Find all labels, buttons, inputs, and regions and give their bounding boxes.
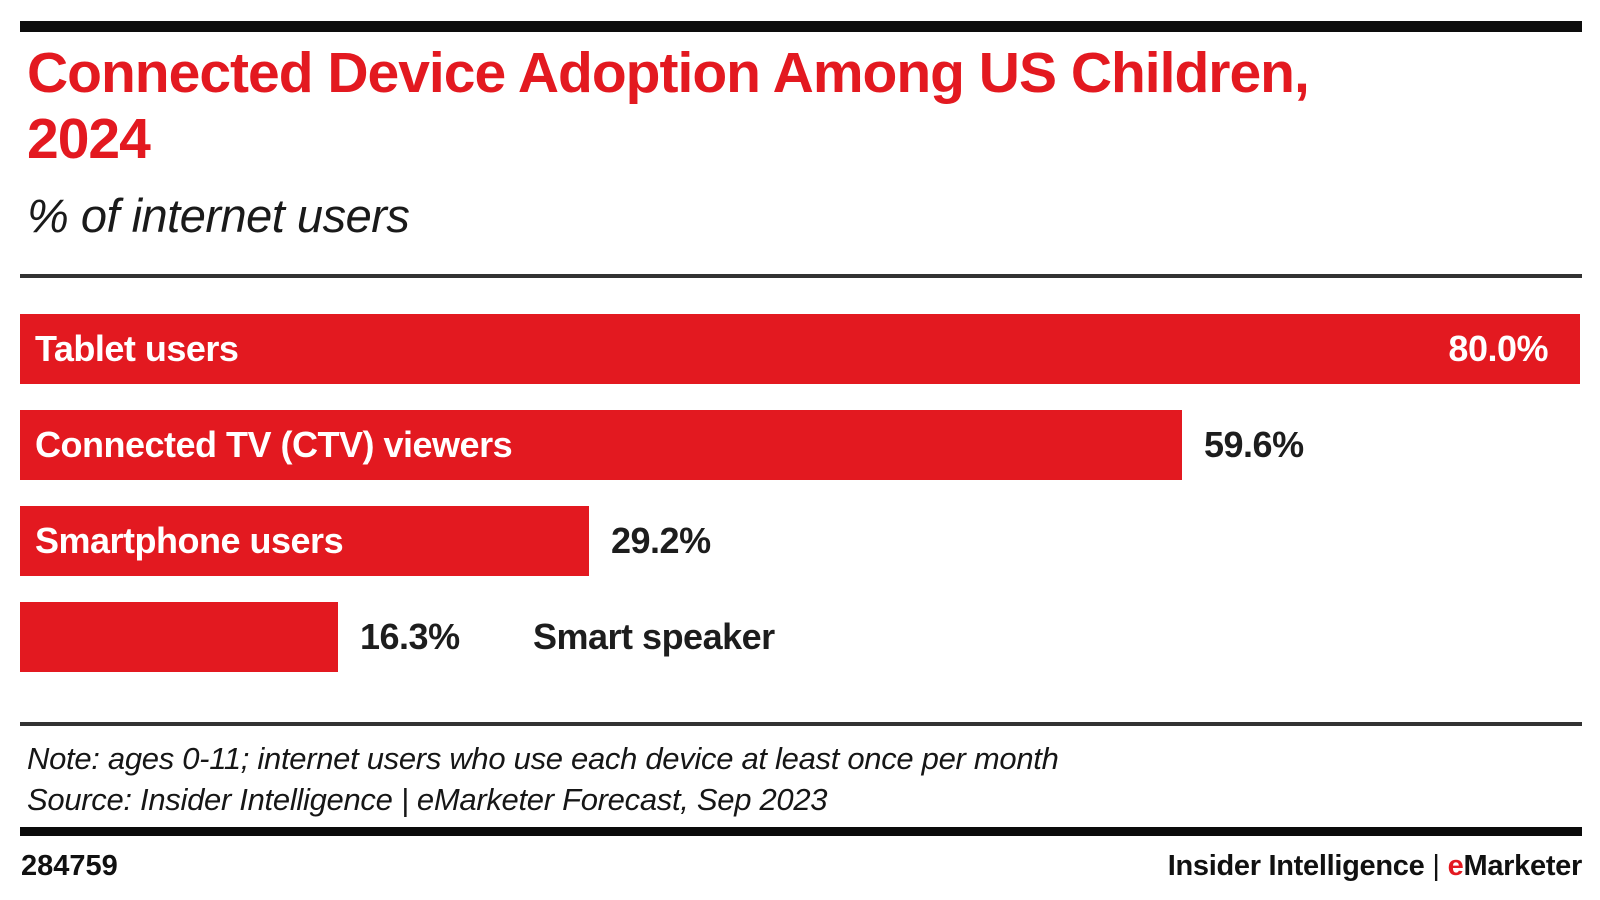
bar-value-smart-speaker: 16.3% [360, 616, 460, 657]
brand-emarketer-e: e [1447, 850, 1464, 882]
bar-chart-area: Tablet users 80.0% Connected TV (CTV) vi… [20, 314, 1580, 698]
chart-title-line2: 2024 [27, 107, 151, 171]
bar-label-smart-speaker: Smart speaker [533, 616, 775, 657]
brand-lockup: Insider Intelligence | eMarketer [1167, 850, 1583, 883]
brand-emarketer-rest: Marketer [1463, 850, 1583, 882]
footnote-separator-line [20, 722, 1582, 726]
chart-title-line1: Connected Device Adoption Among US Child… [27, 41, 1310, 105]
bar-value-tablet-users: 80.0% [1448, 328, 1548, 369]
bar-smartphone-users: Smartphone users [20, 506, 589, 576]
brand-separator: | [1432, 850, 1440, 882]
bar-value-smartphone-users: 29.2% [611, 520, 711, 561]
bar-row-smartphone-users: Smartphone users 29.2% [20, 506, 1580, 576]
bar-label-smartphone-users: Smartphone users [35, 520, 344, 561]
chart-id: 284759 [21, 850, 118, 882]
chart-title: Connected Device Adoption Among US Child… [27, 40, 1310, 172]
footnote-block: Note: ages 0-11; internet users who use … [27, 738, 1059, 820]
note-text: Note: ages 0-11; internet users who use … [27, 741, 1059, 776]
bar-row-tablet-users: Tablet users 80.0% [20, 314, 1580, 384]
bar-label-tablet-users: Tablet users [35, 328, 239, 369]
brand-insider-intelligence: Insider Intelligence [1167, 850, 1425, 882]
bar-row-ctv-viewers: Connected TV (CTV) viewers 59.6% [20, 410, 1580, 480]
source-text: Source: Insider Intelligence | eMarketer… [27, 782, 828, 817]
footer-rule [20, 827, 1582, 836]
bar-value-ctv-viewers: 59.6% [1204, 424, 1304, 465]
chart-subtitle: % of internet users [27, 189, 410, 242]
bar-smart-speaker [20, 602, 338, 672]
bar-row-smart-speaker: 16.3% Smart speaker [20, 602, 1580, 672]
bar-ctv-viewers: Connected TV (CTV) viewers [20, 410, 1182, 480]
bar-tablet-users: Tablet users 80.0% [20, 314, 1580, 384]
bar-label-ctv-viewers: Connected TV (CTV) viewers [35, 424, 513, 465]
top-rule [20, 21, 1582, 32]
header-separator-line [20, 274, 1582, 278]
